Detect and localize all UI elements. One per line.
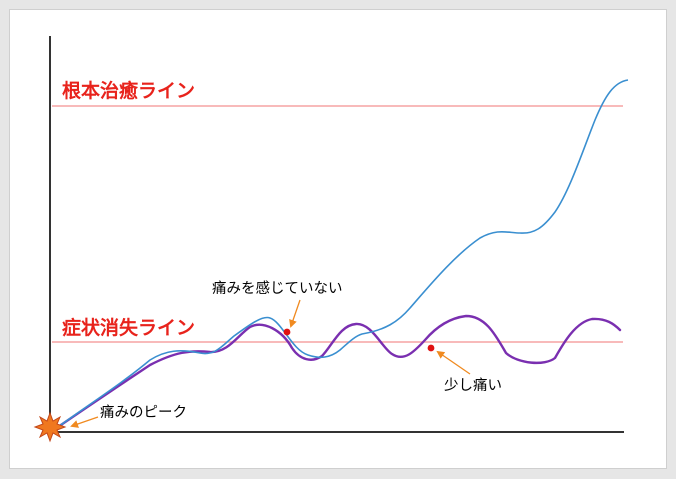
symptom-line-label: 症状消失ライン [62, 317, 196, 339]
pain-curve [56, 314, 622, 429]
slide-frame [9, 9, 667, 469]
marker-slight-pain [427, 344, 435, 352]
annotation-no-pain: 痛みを感じていない [212, 281, 343, 297]
annotation-peak-pain: 痛みのピーク [100, 405, 187, 421]
annotation-slight-pain: 少し痛い [444, 378, 502, 394]
arrow-no-pain [289, 299, 301, 328]
cure-line-label: 根本治癒ライン [62, 80, 196, 102]
marker-no-pain [283, 328, 291, 336]
arrow-slight-pain [436, 350, 471, 375]
pain-burst-icon [33, 411, 67, 443]
arrow-peak-pain [70, 416, 99, 428]
recovery-curve [57, 79, 629, 428]
